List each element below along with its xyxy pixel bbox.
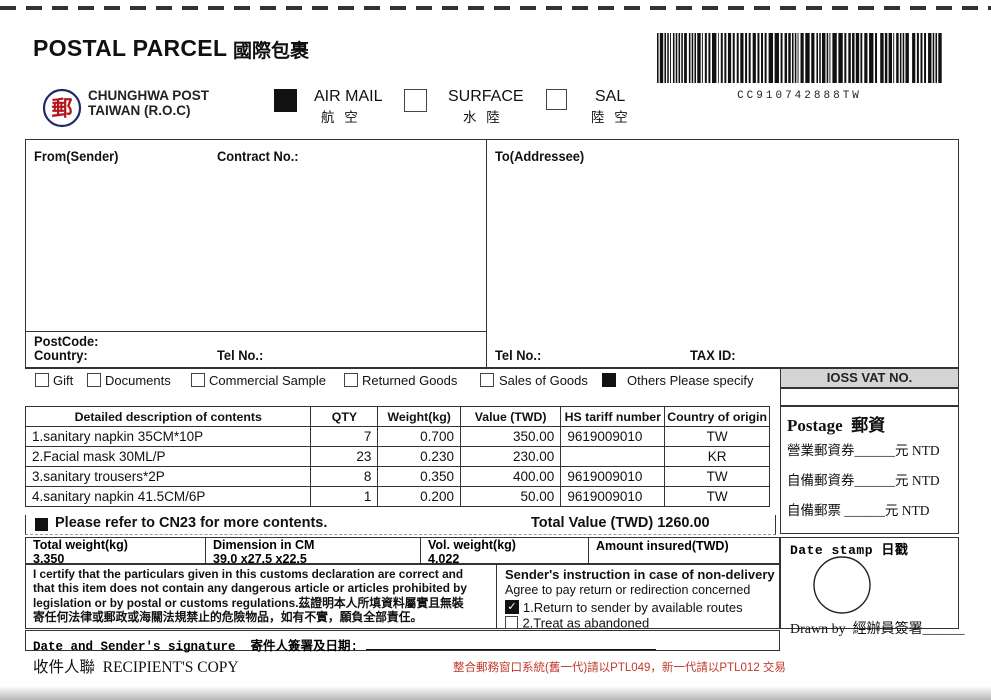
svg-text:郵: 郵 — [52, 98, 73, 121]
